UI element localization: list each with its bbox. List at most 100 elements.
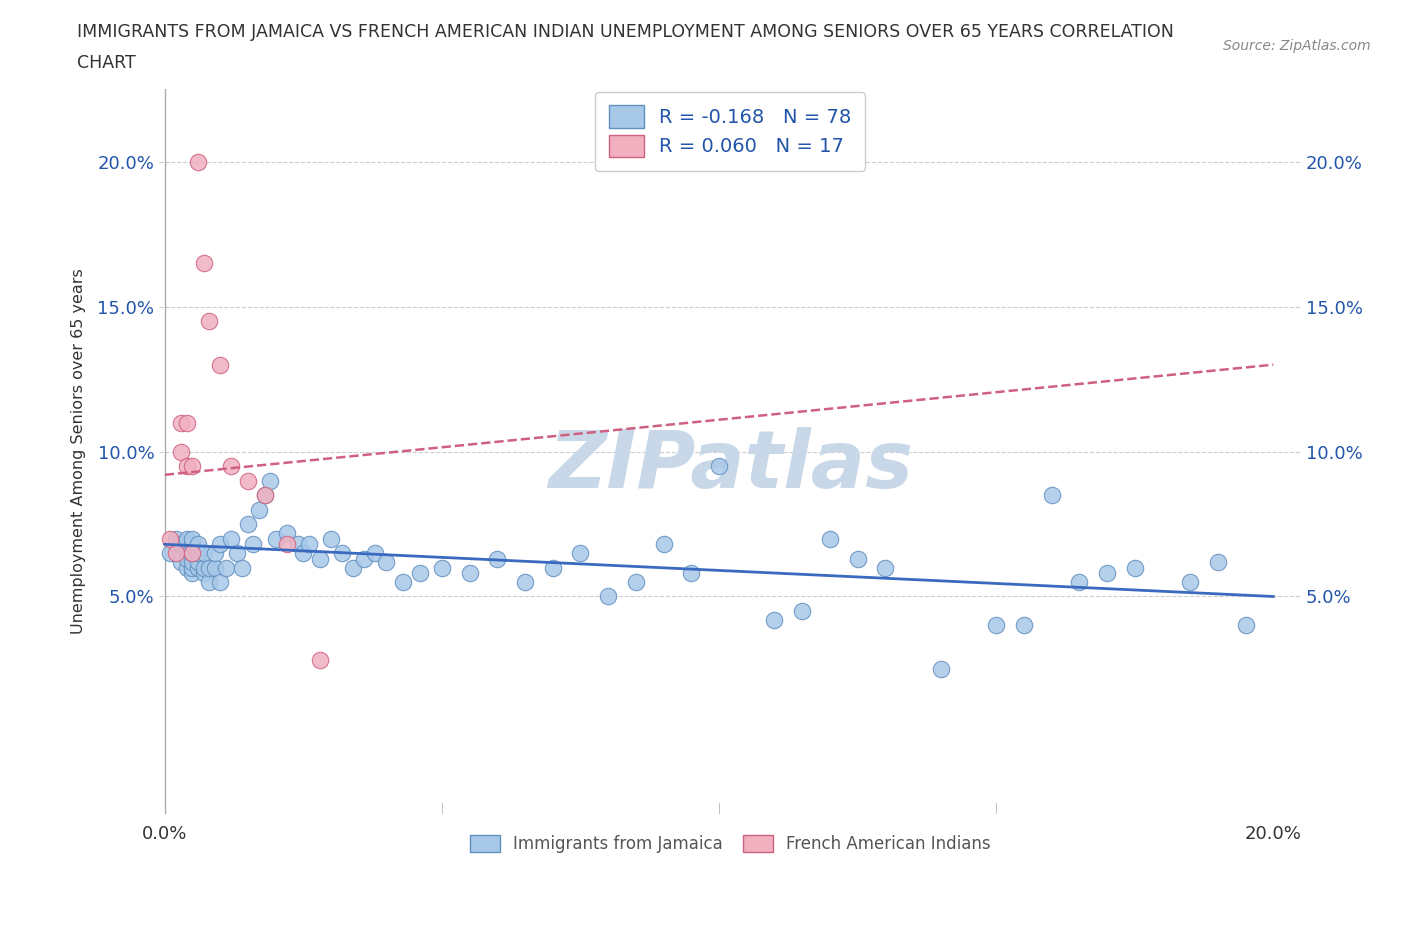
Point [209,537,232,551]
Text: IMMIGRANTS FROM JAMAICA VS FRENCH AMERICAN INDIAN UNEMPLOYMENT AMONG SENIORS OVE: IMMIGRANTS FROM JAMAICA VS FRENCH AMERIC… [77,23,1174,41]
Point [707,458,730,473]
Point [569,546,592,561]
Point [187,554,209,569]
Point [181,546,204,561]
Text: Source: ZipAtlas.com: Source: ZipAtlas.com [1223,39,1371,53]
Point [375,554,398,569]
Point [193,565,215,580]
Point [1206,554,1229,569]
Point [875,560,897,575]
Point [1040,487,1063,502]
Point [187,154,209,169]
Point [792,604,814,618]
Point [170,415,193,430]
Point [253,487,276,502]
Point [1178,575,1201,590]
Point [236,517,259,532]
Point [253,487,276,502]
Point [929,661,952,676]
Point [624,575,647,590]
Legend: Immigrants from Jamaica, French American Indians: Immigrants from Jamaica, French American… [463,829,997,860]
Point [176,560,198,575]
Text: ZIPatlas: ZIPatlas [547,427,912,505]
Point [430,560,453,575]
Point [309,551,332,566]
Point [458,565,481,580]
Point [225,546,247,561]
Point [176,415,198,430]
Point [219,531,242,546]
Point [276,525,298,540]
Point [242,537,264,551]
Point [170,445,193,459]
Point [598,589,620,604]
Point [187,560,209,575]
Point [159,531,181,546]
Point [353,551,375,566]
Point [176,543,198,558]
Point [165,531,187,546]
Point [198,313,221,328]
Point [209,575,232,590]
Point [1123,560,1146,575]
Point [181,554,204,569]
Point [215,560,238,575]
Point [392,575,415,590]
Point [219,458,242,473]
Point [193,560,215,575]
Point [330,546,353,561]
Point [181,546,204,561]
Point [1012,618,1035,633]
Point [181,458,204,473]
Point [209,357,232,372]
Point [292,546,315,561]
Point [287,537,309,551]
Point [264,531,287,546]
Point [276,537,298,551]
Point [181,560,204,575]
Point [513,575,536,590]
Point [170,554,193,569]
Point [204,546,226,561]
Point [259,473,281,488]
Point [193,546,215,561]
Point [409,565,432,580]
Point [1069,575,1091,590]
Point [176,531,198,546]
Point [193,256,215,271]
Point [541,560,564,575]
Point [170,546,193,561]
Point [231,560,253,575]
Point [298,537,321,551]
Point [198,575,221,590]
Point [1095,565,1118,580]
Point [204,560,226,575]
Point [1234,618,1257,633]
Point [236,473,259,488]
Point [181,565,204,580]
Point [159,546,181,561]
Point [846,551,869,566]
Text: CHART: CHART [77,54,136,72]
Point [309,653,332,668]
Point [181,531,204,546]
Point [763,612,786,627]
Point [187,546,209,561]
Y-axis label: Unemployment Among Seniors over 65 years: Unemployment Among Seniors over 65 years [72,269,86,634]
Point [165,537,187,551]
Point [364,546,387,561]
Point [319,531,342,546]
Point [170,537,193,551]
Point [818,531,841,546]
Point [176,551,198,566]
Point [681,565,703,580]
Point [198,560,221,575]
Point [342,560,364,575]
Point [652,537,675,551]
Point [187,537,209,551]
Point [986,618,1008,633]
Point [486,551,509,566]
Point [176,458,198,473]
Point [181,537,204,551]
Point [165,546,187,561]
